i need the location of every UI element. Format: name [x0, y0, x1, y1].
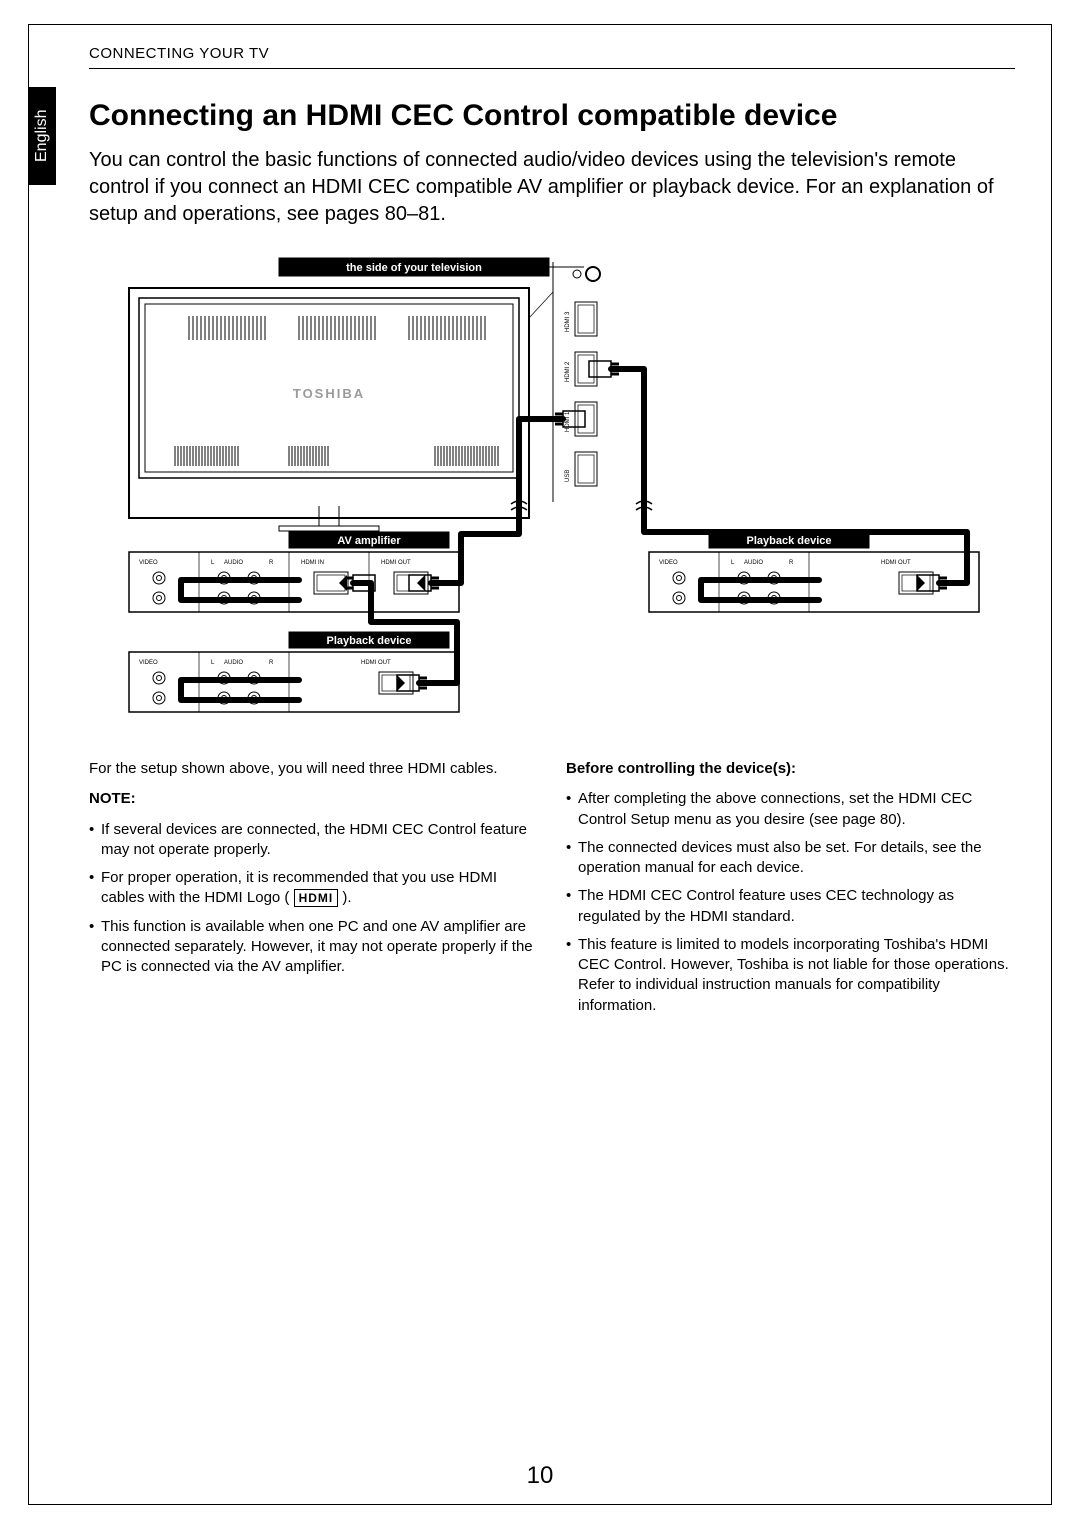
section-header: CONNECTING YOUR TV — [89, 45, 1015, 69]
svg-text:the side of your television: the side of your television — [346, 262, 482, 274]
svg-text:L: L — [211, 660, 215, 666]
before-heading: Before controlling the device(s): — [566, 760, 796, 777]
language-tab: English — [28, 87, 56, 185]
note-heading: NOTE: — [89, 790, 136, 807]
svg-text:VIDEO: VIDEO — [139, 560, 158, 566]
note-list: If several devices are connected, the HD… — [89, 820, 538, 978]
svg-text:AV amplifier: AV amplifier — [337, 535, 401, 547]
before-list: After completing the above connections, … — [566, 789, 1015, 1016]
before-item: The connected devices must also be set. … — [566, 838, 1015, 879]
svg-text:USB: USB — [565, 470, 571, 482]
svg-text:HDMI IN: HDMI IN — [301, 560, 324, 566]
note-item: For proper operation, it is recommended … — [89, 868, 538, 909]
svg-text:VIDEO: VIDEO — [139, 660, 158, 666]
svg-text:L: L — [731, 560, 735, 566]
svg-text:R: R — [269, 560, 274, 566]
before-item: This feature is limited to models incorp… — [566, 935, 1015, 1016]
svg-text:Playback device: Playback device — [326, 635, 411, 647]
svg-text:HDMI OUT: HDMI OUT — [361, 660, 391, 666]
page-number: 10 — [29, 1462, 1051, 1490]
left-lead: For the setup shown above, you will need… — [89, 759, 538, 779]
svg-text:AUDIO: AUDIO — [224, 560, 243, 566]
svg-text:HDMI 2: HDMI 2 — [565, 361, 571, 382]
note-item: This function is available when one PC a… — [89, 917, 538, 978]
svg-text:R: R — [269, 660, 274, 666]
before-item: The HDMI CEC Control feature uses CEC te… — [566, 886, 1015, 927]
svg-text:AUDIO: AUDIO — [744, 560, 763, 566]
intro-paragraph: You can control the basic functions of c… — [89, 147, 1015, 228]
svg-text:HDMI 1: HDMI 1 — [565, 411, 571, 432]
connection-diagram: the side of your television TOSHIBA HDMI 3… — [89, 252, 1015, 737]
svg-text:AUDIO: AUDIO — [224, 660, 243, 666]
svg-text:VIDEO: VIDEO — [659, 560, 678, 566]
text-columns: For the setup shown above, you will need… — [89, 759, 1015, 1024]
page-frame: English CONNECTING YOUR TV Connecting an… — [28, 24, 1052, 1505]
content-area: Connecting an HDMI CEC Control compatibl… — [89, 99, 1015, 1024]
svg-text:HDMI 3: HDMI 3 — [565, 311, 571, 332]
svg-text:Playback device: Playback device — [746, 535, 831, 547]
svg-text:L: L — [211, 560, 215, 566]
svg-text:TOSHIBA: TOSHIBA — [293, 386, 365, 401]
note-item: If several devices are connected, the HD… — [89, 820, 538, 861]
hdmi-logo-icon: HDMI — [294, 889, 339, 907]
svg-text:HDMI OUT: HDMI OUT — [881, 560, 911, 566]
svg-text:R: R — [789, 560, 794, 566]
page-title: Connecting an HDMI CEC Control compatibl… — [89, 99, 1015, 133]
left-column: For the setup shown above, you will need… — [89, 759, 538, 1024]
before-item: After completing the above connections, … — [566, 789, 1015, 830]
right-column: Before controlling the device(s): After … — [566, 759, 1015, 1024]
svg-text:HDMI OUT: HDMI OUT — [381, 560, 411, 566]
